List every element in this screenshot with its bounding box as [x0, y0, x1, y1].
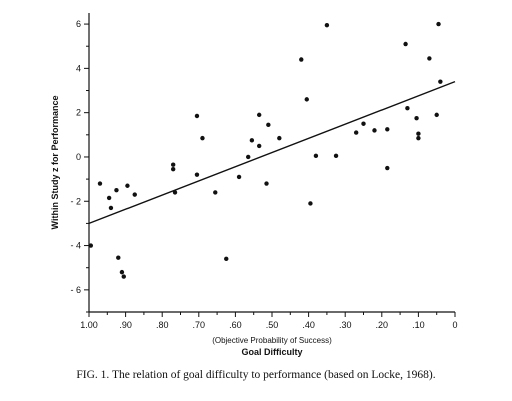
x-tick-label: 0 — [452, 320, 457, 330]
data-point — [427, 56, 432, 61]
data-point — [116, 255, 121, 260]
data-point — [436, 21, 441, 27]
data-point — [170, 166, 176, 172]
data-point — [88, 243, 94, 248]
data-point — [172, 190, 178, 195]
data-point — [97, 181, 103, 186]
data-point — [385, 165, 390, 171]
data-point — [313, 153, 319, 159]
data-point — [121, 274, 126, 279]
data-point — [194, 172, 200, 177]
data-point — [236, 174, 242, 180]
data-point — [372, 128, 377, 133]
data-point — [200, 135, 205, 141]
data-point — [264, 181, 269, 186]
x-tick-label: .40 — [302, 320, 315, 330]
y-tick-label: 0 — [76, 152, 81, 162]
data-point — [224, 256, 229, 262]
data-point — [170, 162, 176, 167]
data-points — [88, 21, 443, 279]
x-tick-label: .30 — [339, 320, 352, 330]
data-point — [414, 116, 419, 121]
data-point — [106, 195, 112, 201]
data-point — [361, 121, 366, 126]
data-point — [304, 97, 309, 102]
y-axis-ticks: 6 4 2 0 - 2 - 4 - 6 — [70, 19, 89, 313]
x-axis-label: Goal Difficulty — [241, 347, 302, 357]
data-point — [119, 269, 125, 275]
x-tick-label: .10 — [412, 320, 425, 330]
data-point — [403, 41, 408, 47]
data-point — [385, 127, 390, 132]
x-tick-label: .90 — [119, 320, 132, 330]
data-point — [125, 183, 130, 188]
x-axis-sublabel: (Objective Probability of Success) — [212, 336, 332, 345]
data-point — [277, 135, 282, 141]
data-point — [132, 192, 137, 197]
x-tick-label: .50 — [266, 320, 279, 330]
data-point — [416, 135, 421, 141]
data-point — [249, 138, 255, 143]
data-point — [266, 122, 271, 128]
data-point — [194, 113, 200, 119]
data-point — [434, 112, 439, 118]
y-tick-label: 2 — [76, 108, 81, 118]
x-tick-label: .20 — [376, 320, 389, 330]
y-tick-label: 6 — [76, 19, 81, 29]
x-tick-label: .70 — [193, 320, 206, 330]
regression-line — [88, 81, 456, 225]
y-tick-label: - 2 — [70, 196, 81, 206]
data-point — [324, 22, 330, 28]
scatter-chart: 1.00 .90 .80 .70 .60 .50 .40 .30 .20 .10 0 6 4 2 0 - 2… — [50, 13, 458, 357]
data-point — [353, 130, 359, 135]
data-point — [299, 57, 304, 62]
x-axis-ticks: 1.00 .90 .80 .70 .60 .50 .40 .30 .20 .10 0 — [80, 312, 458, 330]
axes — [88, 13, 455, 313]
data-point — [256, 143, 262, 149]
data-point — [416, 131, 421, 136]
data-point — [308, 201, 313, 206]
data-point — [256, 112, 262, 118]
data-point — [114, 187, 119, 193]
data-point — [438, 79, 443, 84]
data-point — [108, 205, 114, 211]
figure-caption: FIG. 1. The relation of goal difficulty … — [76, 369, 436, 381]
y-tick-label: 4 — [76, 63, 81, 73]
data-point — [405, 106, 410, 111]
data-point — [213, 190, 218, 195]
y-tick-label: - 6 — [70, 285, 81, 295]
regression-line-group — [88, 81, 456, 225]
data-point — [246, 154, 251, 160]
x-tick-label: 1.00 — [80, 320, 98, 330]
y-axis-label: Within Study z for Performance — [50, 96, 60, 230]
x-tick-label: .60 — [229, 320, 242, 330]
x-tick-label: .80 — [156, 320, 169, 330]
data-point — [333, 153, 339, 159]
y-tick-label: - 4 — [70, 241, 81, 251]
